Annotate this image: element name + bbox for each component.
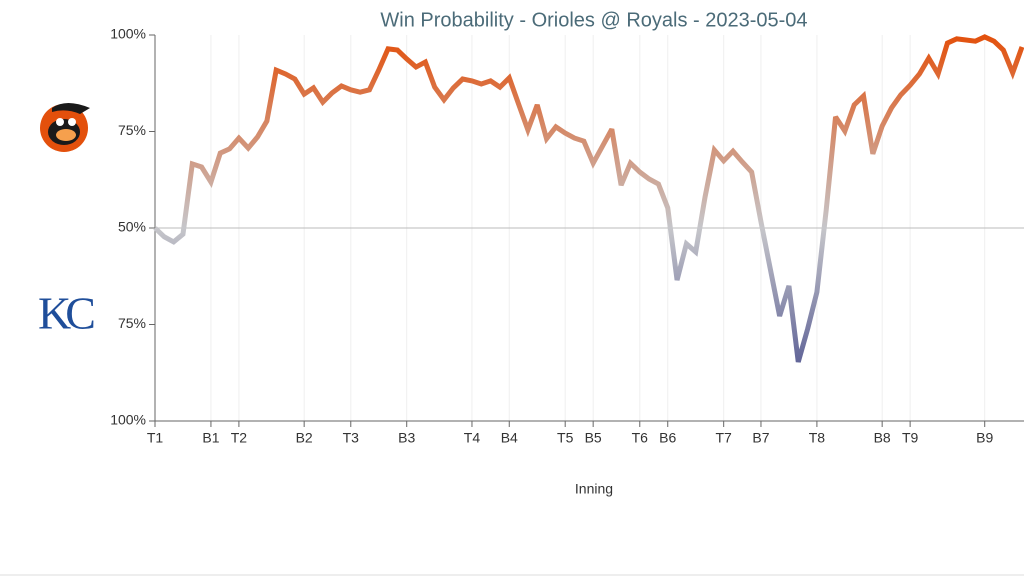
x-tick-label: T1	[147, 430, 164, 446]
royals-logo: KC	[38, 288, 94, 339]
x-tick-label: B9	[976, 430, 993, 446]
x-tick-label: T2	[231, 430, 248, 446]
y-tick-label: 75%	[118, 315, 146, 331]
y-tick-label: 100%	[110, 412, 146, 428]
x-tick-label: T9	[902, 430, 919, 446]
x-tick-label: B6	[659, 430, 676, 446]
x-tick-label: T4	[464, 430, 481, 446]
x-tick-label: B4	[501, 430, 518, 446]
x-tick-label: B5	[585, 430, 602, 446]
x-tick-label: T7	[716, 430, 733, 446]
x-tick-label: B7	[752, 430, 769, 446]
orioles-logo	[40, 103, 90, 152]
x-tick-label: T3	[343, 430, 360, 446]
x-tick-label: B1	[202, 430, 219, 446]
chart-title: Win Probability - Orioles @ Royals - 202…	[380, 9, 807, 31]
x-tick-label: T5	[557, 430, 574, 446]
x-tick-label: T6	[632, 430, 649, 446]
x-axis-label: Inning	[575, 481, 613, 497]
y-tick-label: 100%	[110, 26, 146, 42]
x-tick-label: B3	[398, 430, 415, 446]
x-tick-label: B8	[874, 430, 891, 446]
y-tick-label: 75%	[118, 122, 146, 138]
x-tick-label: T8	[809, 430, 826, 446]
y-tick-label: 50%	[118, 219, 146, 235]
x-tick-label: B2	[296, 430, 313, 446]
win-probability-line	[153, 34, 1024, 363]
